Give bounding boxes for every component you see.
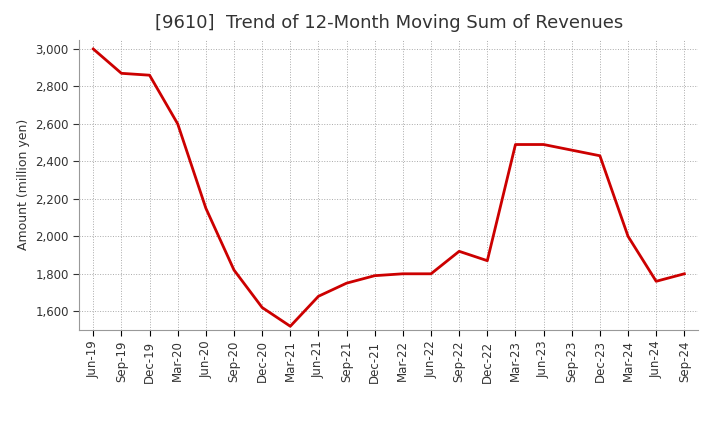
Y-axis label: Amount (million yen): Amount (million yen): [17, 119, 30, 250]
Title: [9610]  Trend of 12-Month Moving Sum of Revenues: [9610] Trend of 12-Month Moving Sum of R…: [155, 15, 623, 33]
